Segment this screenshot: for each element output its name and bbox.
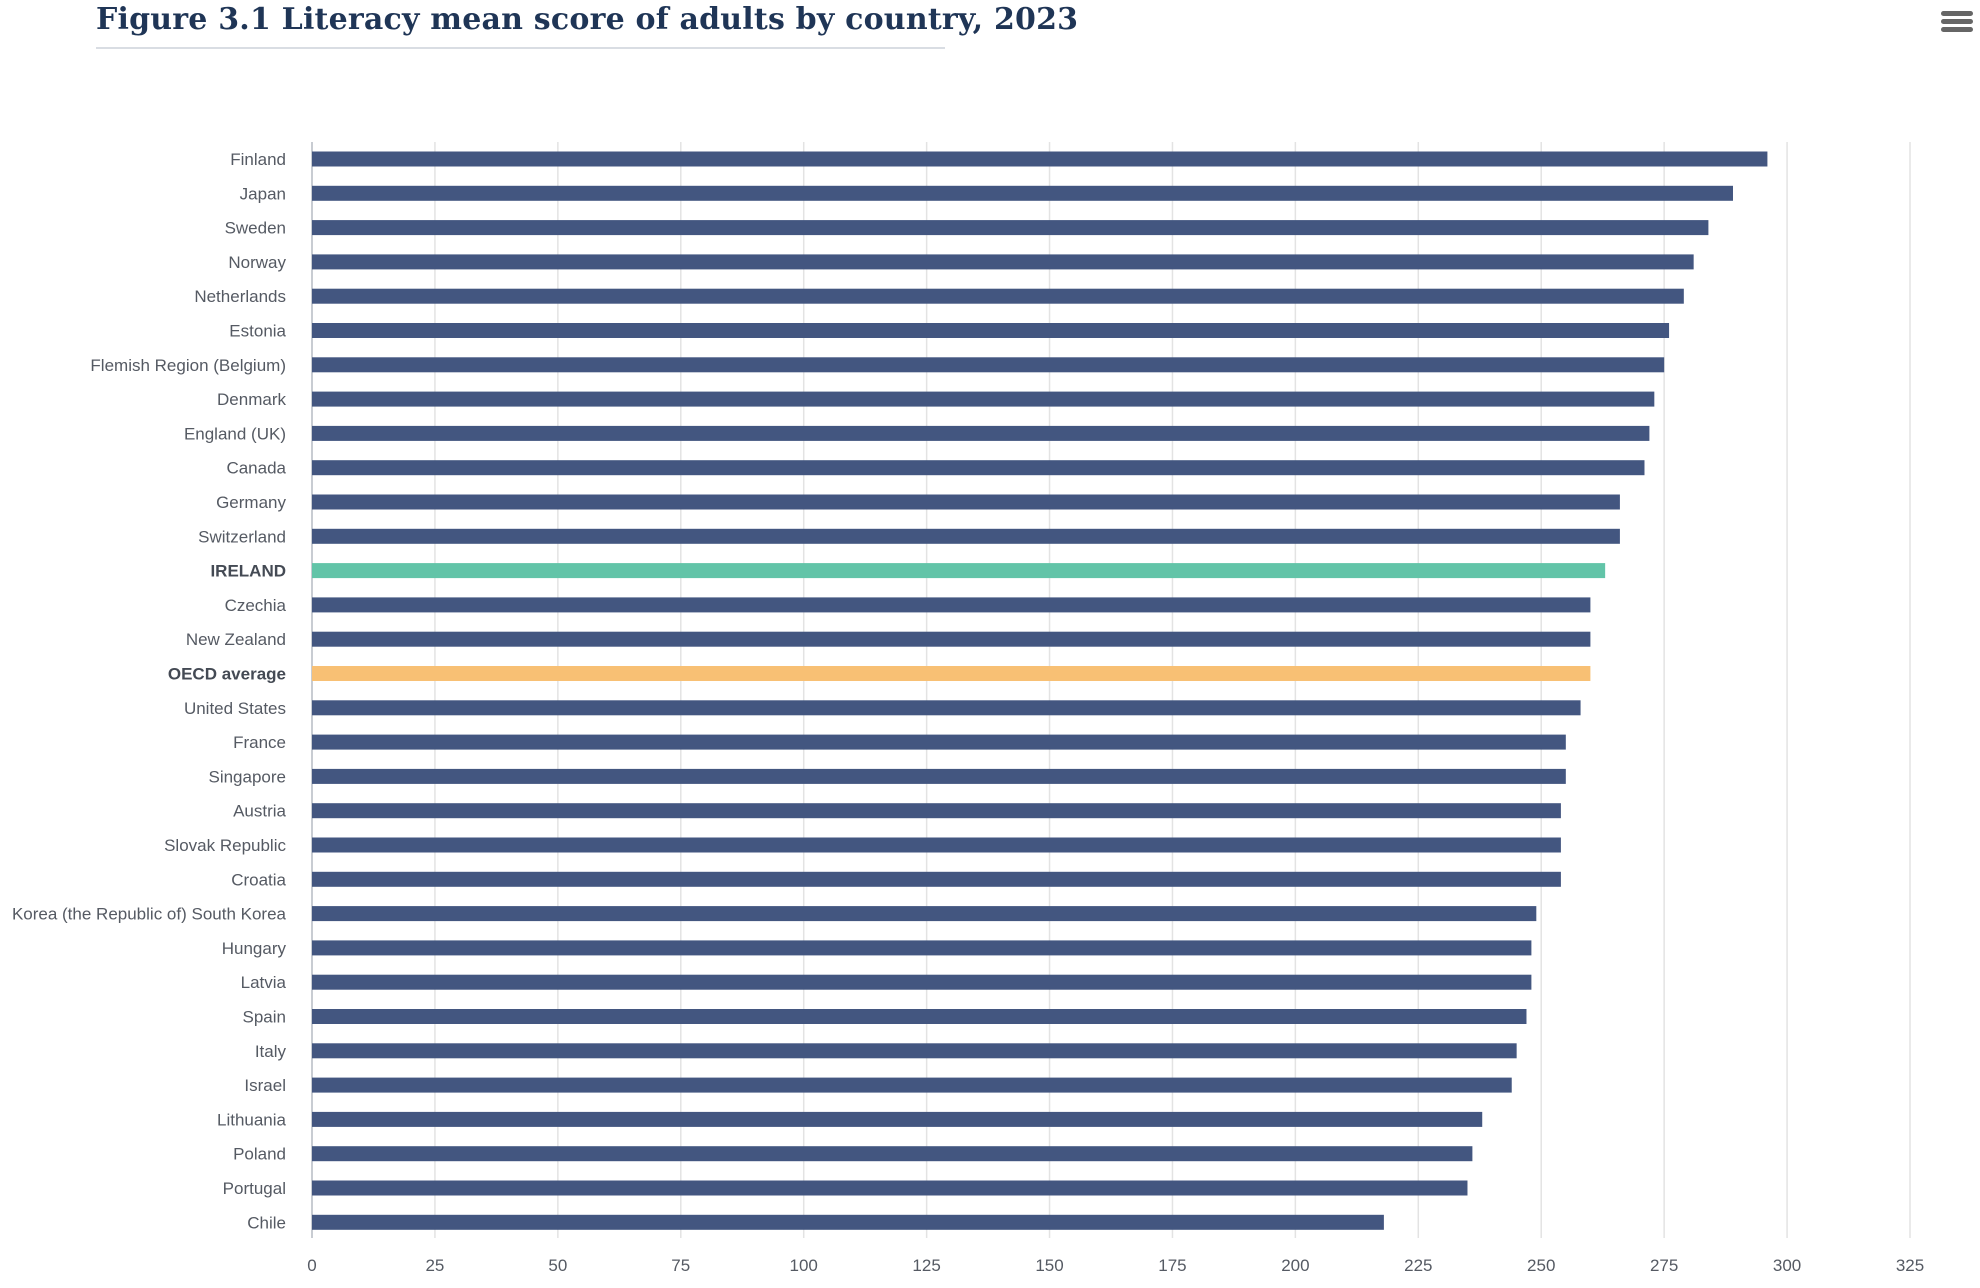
x-tick-label: 125 (912, 1256, 940, 1275)
bar-germany[interactable] (312, 494, 1620, 510)
bar-japan[interactable] (312, 185, 1733, 201)
category-label: Denmark (217, 390, 286, 409)
menu-line (1941, 27, 1973, 32)
category-label: Spain (243, 1008, 286, 1027)
category-label: Flemish Region (Belgium) (90, 356, 286, 375)
x-tick-label: 50 (548, 1256, 567, 1275)
menu-line (1941, 11, 1973, 16)
bar-united-states[interactable] (312, 700, 1581, 716)
category-label: Poland (233, 1145, 286, 1164)
category-label: Singapore (208, 767, 286, 786)
bar-chile[interactable] (312, 1214, 1384, 1230)
category-label: Canada (226, 459, 286, 478)
category-label: Austria (233, 802, 286, 821)
category-label: IRELAND (210, 562, 286, 581)
bar-singapore[interactable] (312, 768, 1566, 784)
x-axis-tick-labels: 0 25 50 75 100 125 150 175 200 225 250 275 300 325 (307, 1256, 1924, 1275)
bar-switzerland[interactable] (312, 528, 1620, 544)
category-label: Japan (240, 184, 286, 203)
category-label: Hungary (222, 939, 287, 958)
category-label: Czechia (225, 596, 287, 615)
x-tick-label: 75 (671, 1256, 690, 1275)
category-label: Estonia (229, 322, 286, 341)
gridlines (311, 142, 1911, 1238)
category-label: Finland (230, 150, 286, 169)
x-tick-label: 250 (1527, 1256, 1555, 1275)
x-tick-label: 300 (1773, 1256, 1801, 1275)
bar-oecd-average[interactable] (312, 666, 1591, 681)
bar-france[interactable] (312, 734, 1566, 750)
bar-austria[interactable] (312, 803, 1561, 819)
category-label: Norway (228, 253, 286, 272)
bar-czechia[interactable] (312, 597, 1591, 613)
x-tick-label: 150 (1035, 1256, 1063, 1275)
x-tick-label: 200 (1281, 1256, 1309, 1275)
x-tick-label: 225 (1404, 1256, 1432, 1275)
bar-latvia[interactable] (312, 974, 1532, 990)
category-label: Slovak Republic (164, 836, 286, 855)
bar-italy[interactable] (312, 1043, 1517, 1059)
bar-hungary[interactable] (312, 940, 1532, 956)
category-label: Germany (216, 493, 286, 512)
bar-spain[interactable] (312, 1009, 1527, 1024)
bar-flemish-region-belgium[interactable] (312, 357, 1665, 373)
category-label: Korea (the Republic of) South Korea (12, 905, 287, 924)
bar-slovak-republic[interactable] (312, 837, 1561, 853)
category-label: Latvia (241, 973, 287, 992)
x-tick-label: 175 (1158, 1256, 1186, 1275)
category-label: Croatia (231, 870, 286, 889)
title-divider (96, 47, 945, 49)
bar-ireland[interactable] (312, 563, 1606, 579)
x-tick-label: 325 (1896, 1256, 1924, 1275)
category-label: Italy (255, 1042, 287, 1061)
x-tick-label: 0 (307, 1256, 316, 1275)
bar-new-zealand[interactable] (312, 631, 1591, 647)
category-label: Israel (244, 1076, 286, 1095)
bar-lithuania[interactable] (312, 1111, 1483, 1127)
category-label: New Zealand (186, 630, 286, 649)
bar-estonia[interactable] (312, 323, 1670, 338)
chart-title: Figure 3.1 Literacy mean score of adults… (96, 2, 1079, 37)
category-label: Netherlands (194, 287, 286, 306)
x-tick-label: 275 (1650, 1256, 1678, 1275)
bars (312, 151, 1768, 1230)
category-label: France (233, 733, 286, 752)
category-label: Portugal (223, 1179, 286, 1198)
bar-england-uk[interactable] (312, 425, 1650, 441)
category-labels: Finland Japan Sweden Norway Netherlands Eston… (12, 150, 287, 1232)
hamburger-menu-icon[interactable] (1940, 8, 1974, 40)
menu-line (1941, 19, 1973, 24)
bar-netherlands[interactable] (312, 288, 1684, 304)
category-label: Sweden (225, 219, 286, 238)
bar-canada[interactable] (312, 460, 1645, 476)
x-tick-label: 25 (425, 1256, 444, 1275)
category-label: England (UK) (184, 424, 286, 443)
x-tick-label: 100 (790, 1256, 818, 1275)
category-label: United States (184, 699, 286, 718)
bar-norway[interactable] (312, 254, 1694, 270)
bar-croatia[interactable] (312, 871, 1561, 887)
bar-korea-the-republic-of-south-korea[interactable] (312, 906, 1537, 922)
category-label: Switzerland (198, 527, 286, 546)
category-label: Chile (247, 1213, 286, 1232)
bar-finland[interactable] (312, 151, 1768, 167)
category-label: Lithuania (217, 1110, 287, 1129)
bar-israel[interactable] (312, 1077, 1512, 1093)
bar-denmark[interactable] (312, 391, 1655, 407)
bar-portugal[interactable] (312, 1180, 1468, 1196)
category-label: OECD average (168, 665, 286, 684)
bar-poland[interactable] (312, 1146, 1473, 1162)
bar-sweden[interactable] (312, 220, 1709, 236)
